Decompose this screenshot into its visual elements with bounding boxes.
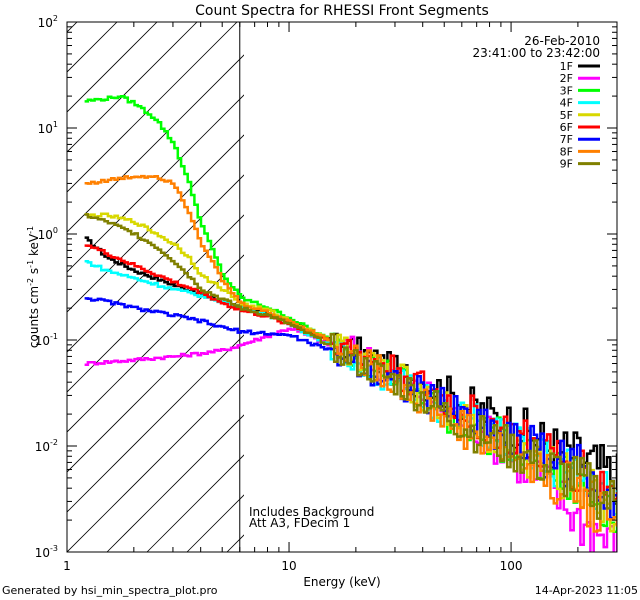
footer-date: 14-Apr-2023 11:05 <box>535 584 638 597</box>
plot-frame <box>66 21 618 553</box>
x-tick-label: 100 <box>500 559 523 573</box>
time-range-annotation: 23:41:00 to 23:42:00 <box>473 46 600 60</box>
legend-label-8F: 8F <box>560 145 573 158</box>
y-tick-labels: 102 101 100 10-1 10-2 10-3 <box>35 14 58 560</box>
attenuator-note: Att A3, FDecim 1 <box>249 516 350 530</box>
hatch-line <box>67 134 244 313</box>
hatch-line <box>67 254 244 433</box>
y-tick-label: 10-3 <box>35 544 58 560</box>
hatch-line <box>67 294 244 473</box>
legend-label-9F: 9F <box>560 158 573 171</box>
legend-label-3F: 3F <box>560 84 573 97</box>
hatch-line <box>67 22 238 193</box>
x-axis-label: Energy (keV) <box>303 575 380 589</box>
y-tick-label: 101 <box>38 120 58 136</box>
legend-label-5F: 5F <box>560 109 573 122</box>
series-layer <box>84 95 617 552</box>
hatch-line <box>106 414 244 552</box>
series-line-8F <box>84 174 617 533</box>
legend-label-2F: 2F <box>560 72 573 85</box>
hatch-line <box>67 22 158 113</box>
footer-generated: Generated by hsi_min_spectra_plot.pro <box>2 584 218 597</box>
background-note: Includes Background <box>249 505 374 519</box>
series-line-9F <box>84 213 617 520</box>
date-annotation: 26-Feb-2010 <box>524 34 600 48</box>
chart-title: Count Spectra for RHESSI Front Segments <box>195 3 489 19</box>
hatch-line <box>67 334 244 513</box>
x-tick-labels: 1 10 100 <box>63 559 522 573</box>
legend-label-7F: 7F <box>560 133 573 146</box>
y-tick-label: 100 <box>38 226 58 242</box>
hatch-line <box>67 214 244 393</box>
legend-label-6F: 6F <box>560 121 573 134</box>
hatch-line <box>146 454 244 552</box>
legend-label-1F: 1F <box>560 60 573 73</box>
y-tick-label: 102 <box>38 14 58 30</box>
x-tick-label: 10 <box>281 559 296 573</box>
y-axis-label: counts cm-2 s-1 keV-1 <box>26 226 41 348</box>
series-line-7F <box>84 297 617 520</box>
axis-ticks <box>66 21 618 553</box>
x-tick-label: 1 <box>63 559 71 573</box>
background-hatch-region <box>67 22 244 552</box>
hatch-line <box>67 374 244 552</box>
y-tick-label: 10-2 <box>35 438 58 454</box>
hatch-line <box>67 54 244 233</box>
hatch-line <box>67 22 198 153</box>
legend-label-4F: 4F <box>560 97 573 110</box>
y-tick-label: 10-1 <box>35 332 58 348</box>
